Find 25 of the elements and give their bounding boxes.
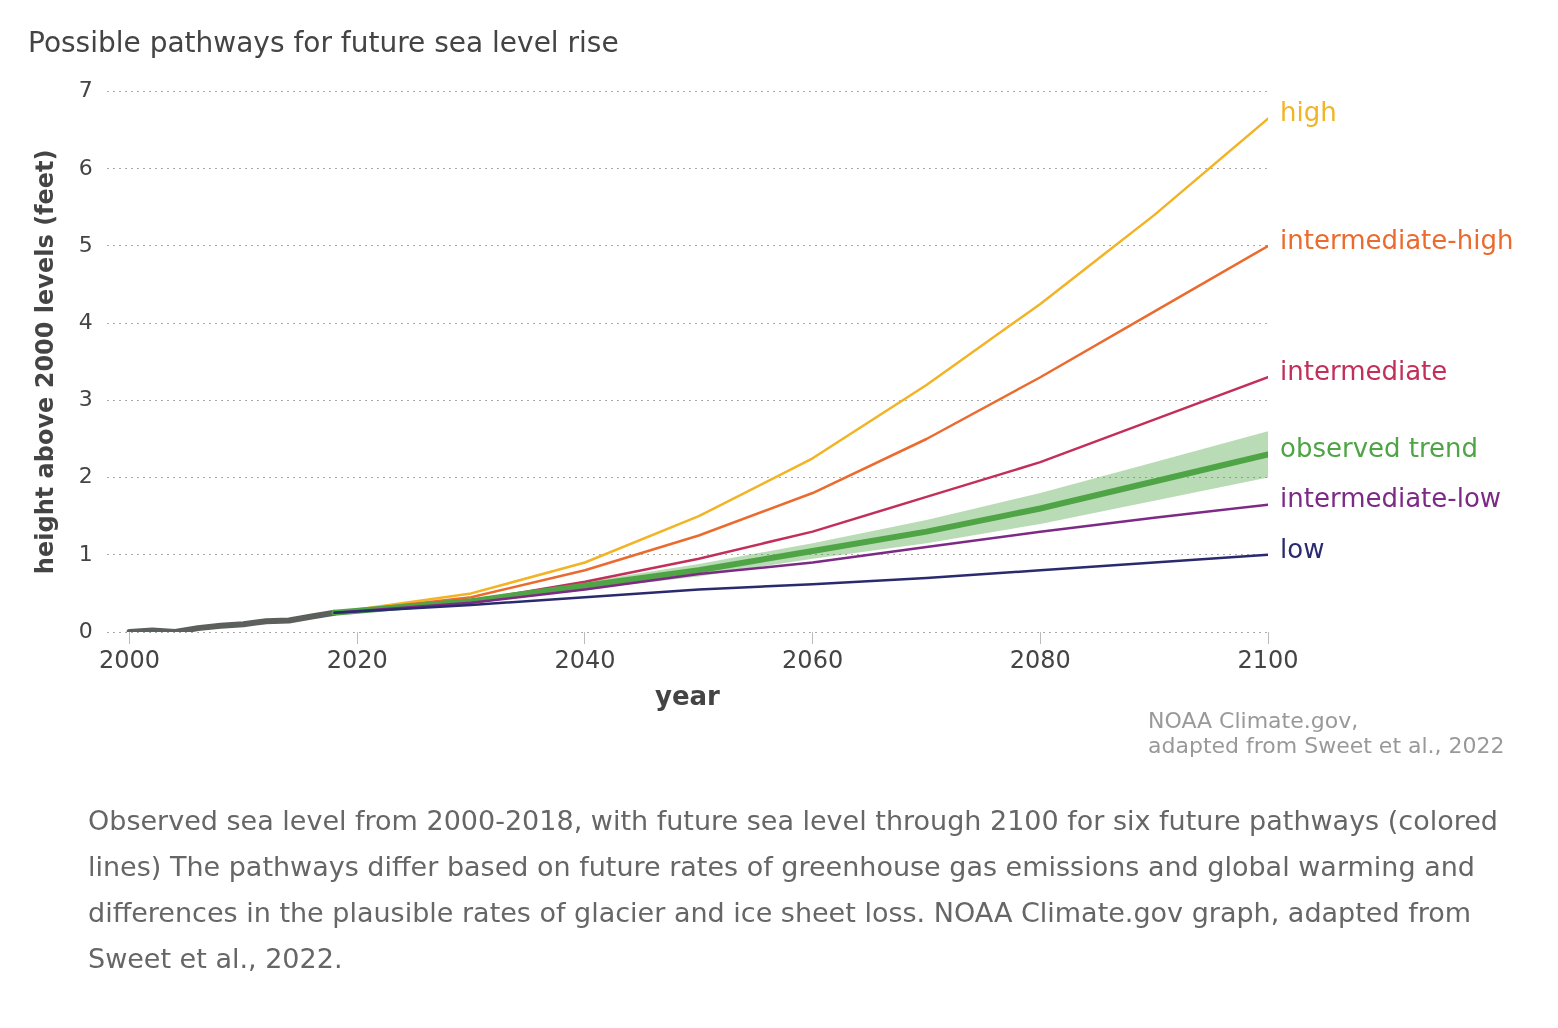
chart-title: Possible pathways for future sea level rise (28, 26, 619, 60)
series-label: observed trend (1280, 433, 1479, 464)
x-tick-label: 2040 (554, 645, 616, 674)
x-tick-label: 2100 (1237, 645, 1299, 674)
y-tick-label: 1 (78, 540, 93, 566)
series-label: high (1280, 97, 1337, 128)
y-tick-label: 6 (78, 154, 93, 180)
x-axis-title: year (654, 681, 721, 712)
series-label: intermediate (1280, 355, 1448, 386)
y-tick-label: 3 (78, 386, 93, 412)
series-label: low (1280, 533, 1325, 564)
series-label: intermediate-low (1280, 483, 1502, 514)
y-tick-label: 5 (78, 231, 93, 257)
y-axis-title: height above 2000 levels (feet) (30, 149, 59, 575)
x-tick-label: 2080 (1009, 645, 1071, 674)
y-tick-label: 2 (78, 463, 93, 489)
y-tick-label: 7 (78, 77, 93, 103)
y-tick-label: 0 (78, 617, 93, 643)
y-tick-label: 4 (78, 308, 93, 334)
x-tick-label: 2000 (99, 645, 161, 674)
text: Observed sea level from 2000-2018, with future sea level through 2100 for six future pathways (colored lines) The pathways differ based on future rates of greenhouse gas emissions and global warming and differences in the plausible rates of glacier and ice sheet loss. NOAA Climate.gov graph, adapted from Sweet et al., 2022. (88, 804, 1499, 976)
series-label: intermediate-high (1280, 224, 1514, 255)
text: NOAA Climate.gov, adapted from Sweet et al., 2022 (1148, 708, 1506, 758)
x-tick-label: 2060 (782, 645, 844, 674)
x-tick-label: 2020 (326, 645, 388, 674)
